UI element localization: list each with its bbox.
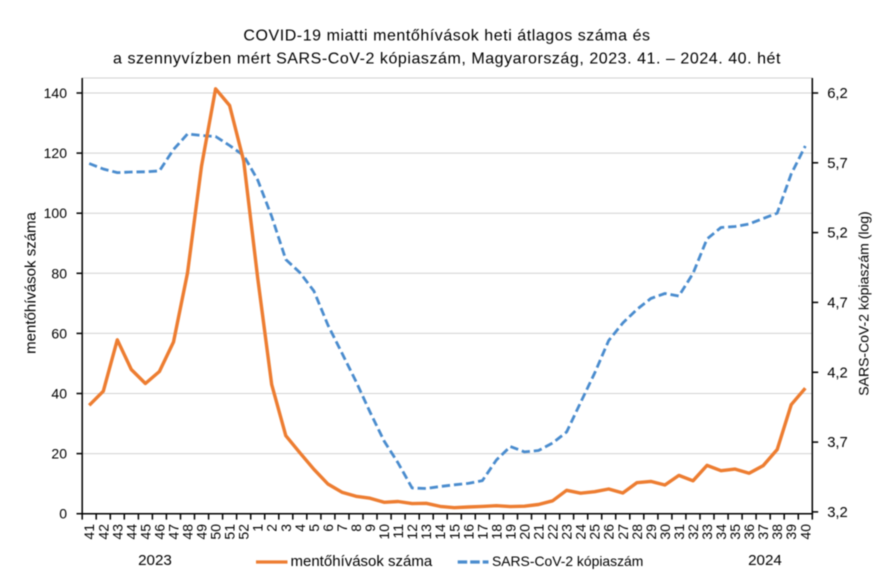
svg-text:33: 33: [699, 524, 715, 540]
svg-text:3,7: 3,7: [827, 435, 848, 451]
svg-text:11: 11: [390, 524, 406, 539]
svg-text:140: 140: [44, 85, 68, 101]
svg-text:60: 60: [51, 325, 67, 341]
svg-text:120: 120: [44, 145, 68, 161]
svg-text:6,2: 6,2: [827, 86, 848, 102]
svg-text:25: 25: [587, 524, 603, 540]
svg-text:31: 31: [671, 524, 687, 540]
svg-text:37: 37: [755, 524, 771, 540]
svg-text:12: 12: [404, 524, 420, 540]
svg-text:36: 36: [741, 524, 757, 540]
svg-text:34: 34: [713, 524, 729, 540]
svg-text:40: 40: [797, 524, 813, 540]
svg-text:1: 1: [250, 524, 266, 532]
svg-text:5,7: 5,7: [827, 156, 848, 172]
svg-text:38: 38: [769, 524, 785, 540]
svg-text:48: 48: [180, 524, 196, 540]
svg-text:52: 52: [236, 524, 252, 540]
svg-text:26: 26: [601, 524, 617, 540]
svg-text:2: 2: [264, 524, 280, 532]
svg-text:0: 0: [59, 506, 67, 522]
svg-text:51: 51: [222, 524, 238, 540]
svg-text:2024: 2024: [748, 552, 782, 569]
svg-text:SARS-CoV-2 kópiaszám: SARS-CoV-2 kópiaszám: [492, 553, 643, 569]
svg-text:30: 30: [657, 524, 673, 540]
svg-text:32: 32: [685, 524, 701, 540]
svg-text:2023: 2023: [138, 552, 172, 569]
svg-text:3: 3: [278, 524, 294, 532]
svg-text:19: 19: [502, 524, 518, 540]
svg-text:a szennyvízben mért SARS-CoV-2: a szennyvízben mért SARS-CoV-2 kópiaszám…: [113, 51, 781, 68]
svg-text:46: 46: [151, 524, 167, 540]
svg-text:47: 47: [166, 524, 182, 540]
svg-text:20: 20: [517, 524, 533, 540]
svg-text:18: 18: [488, 524, 504, 540]
svg-text:4,7: 4,7: [827, 295, 848, 311]
svg-text:6: 6: [320, 524, 336, 532]
svg-text:7: 7: [334, 524, 350, 532]
svg-text:5: 5: [306, 524, 322, 532]
svg-text:4,2: 4,2: [827, 365, 848, 381]
svg-text:39: 39: [783, 524, 799, 540]
svg-text:10: 10: [376, 524, 392, 540]
svg-text:28: 28: [629, 524, 645, 540]
svg-text:mentőhívások száma: mentőhívások száma: [23, 211, 40, 353]
svg-text:42: 42: [95, 524, 111, 540]
svg-text:15: 15: [446, 524, 462, 540]
svg-text:80: 80: [51, 265, 67, 281]
svg-text:50: 50: [208, 524, 224, 540]
svg-text:9: 9: [362, 524, 378, 532]
svg-text:40: 40: [51, 386, 67, 402]
svg-text:100: 100: [44, 205, 68, 221]
svg-text:5,2: 5,2: [827, 226, 848, 242]
svg-text:20: 20: [51, 446, 67, 462]
svg-text:35: 35: [727, 524, 743, 540]
svg-text:49: 49: [194, 524, 210, 540]
svg-text:43: 43: [109, 524, 125, 540]
svg-text:41: 41: [81, 524, 97, 540]
svg-text:27: 27: [615, 524, 631, 540]
svg-text:3,2: 3,2: [827, 505, 848, 521]
svg-text:44: 44: [123, 524, 139, 540]
svg-text:17: 17: [474, 524, 490, 540]
svg-text:29: 29: [643, 524, 659, 540]
svg-text:mentőhívások száma: mentőhívások száma: [291, 553, 433, 570]
svg-text:22: 22: [545, 524, 561, 540]
svg-text:45: 45: [137, 524, 153, 540]
svg-text:16: 16: [460, 524, 476, 540]
svg-text:13: 13: [418, 524, 434, 540]
svg-text:4: 4: [292, 524, 308, 532]
svg-text:24: 24: [573, 524, 589, 540]
svg-text:SARS-CoV-2 kópiaszám (log): SARS-CoV-2 kópiaszám (log): [856, 211, 872, 395]
svg-text:COVID-19 miatti mentőhívások h: COVID-19 miatti mentőhívások heti átlago…: [243, 28, 650, 45]
svg-text:23: 23: [559, 524, 575, 540]
svg-text:21: 21: [531, 524, 547, 540]
svg-text:14: 14: [432, 524, 448, 540]
svg-text:8: 8: [348, 524, 364, 532]
